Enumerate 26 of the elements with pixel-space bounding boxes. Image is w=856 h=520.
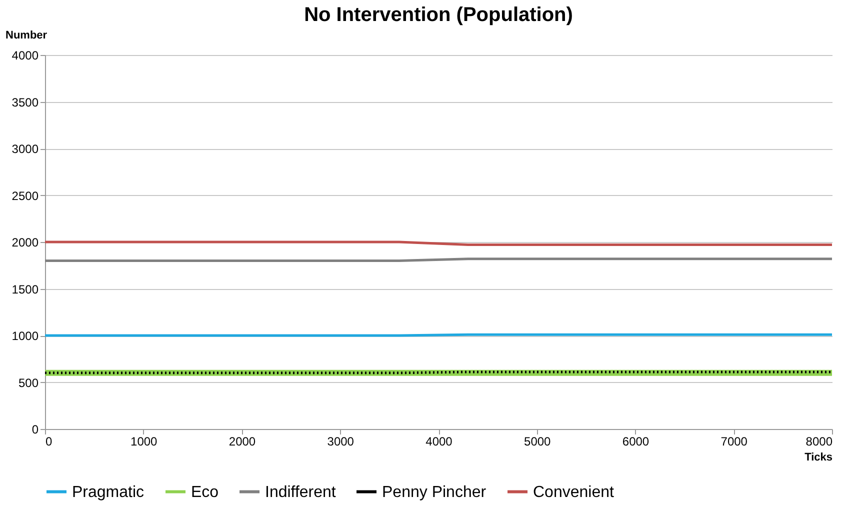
x-tick-label: 7000 bbox=[720, 434, 748, 448]
legend-label: Convenient bbox=[533, 484, 614, 501]
y-tick-label: 3000 bbox=[12, 142, 39, 156]
x-tick-label: 4000 bbox=[426, 434, 453, 448]
legend-label: Indifferent bbox=[265, 484, 336, 501]
chart-title: No Intervention (Population) bbox=[304, 4, 573, 26]
y-tick-label: 1500 bbox=[12, 282, 39, 296]
x-tick-label: 0 bbox=[46, 434, 52, 448]
x-tick-label: 8000 bbox=[806, 434, 833, 448]
x-tick-label: 5000 bbox=[524, 434, 552, 448]
x-tick-label: 2000 bbox=[228, 434, 256, 448]
y-tick-label: 500 bbox=[18, 376, 39, 390]
y-tick-label: 3500 bbox=[12, 95, 39, 110]
x-tick-label: 1000 bbox=[130, 434, 158, 448]
y-axis-title: Number bbox=[6, 30, 48, 42]
y-tick-label: 2000 bbox=[12, 236, 39, 250]
y-tick-label: 1000 bbox=[12, 329, 39, 343]
y-tick-label: 4000 bbox=[12, 48, 39, 62]
legend-label: Eco bbox=[191, 484, 219, 501]
x-tick-label: 3000 bbox=[327, 434, 354, 448]
legend-label: Pragmatic bbox=[72, 484, 144, 501]
x-tick-label: 6000 bbox=[622, 434, 650, 448]
y-tick-label: 0 bbox=[32, 422, 39, 436]
y-tick-label: 2500 bbox=[12, 188, 39, 203]
x-axis-title: Ticks bbox=[804, 452, 832, 464]
legend-label: Penny Pincher bbox=[382, 484, 487, 501]
